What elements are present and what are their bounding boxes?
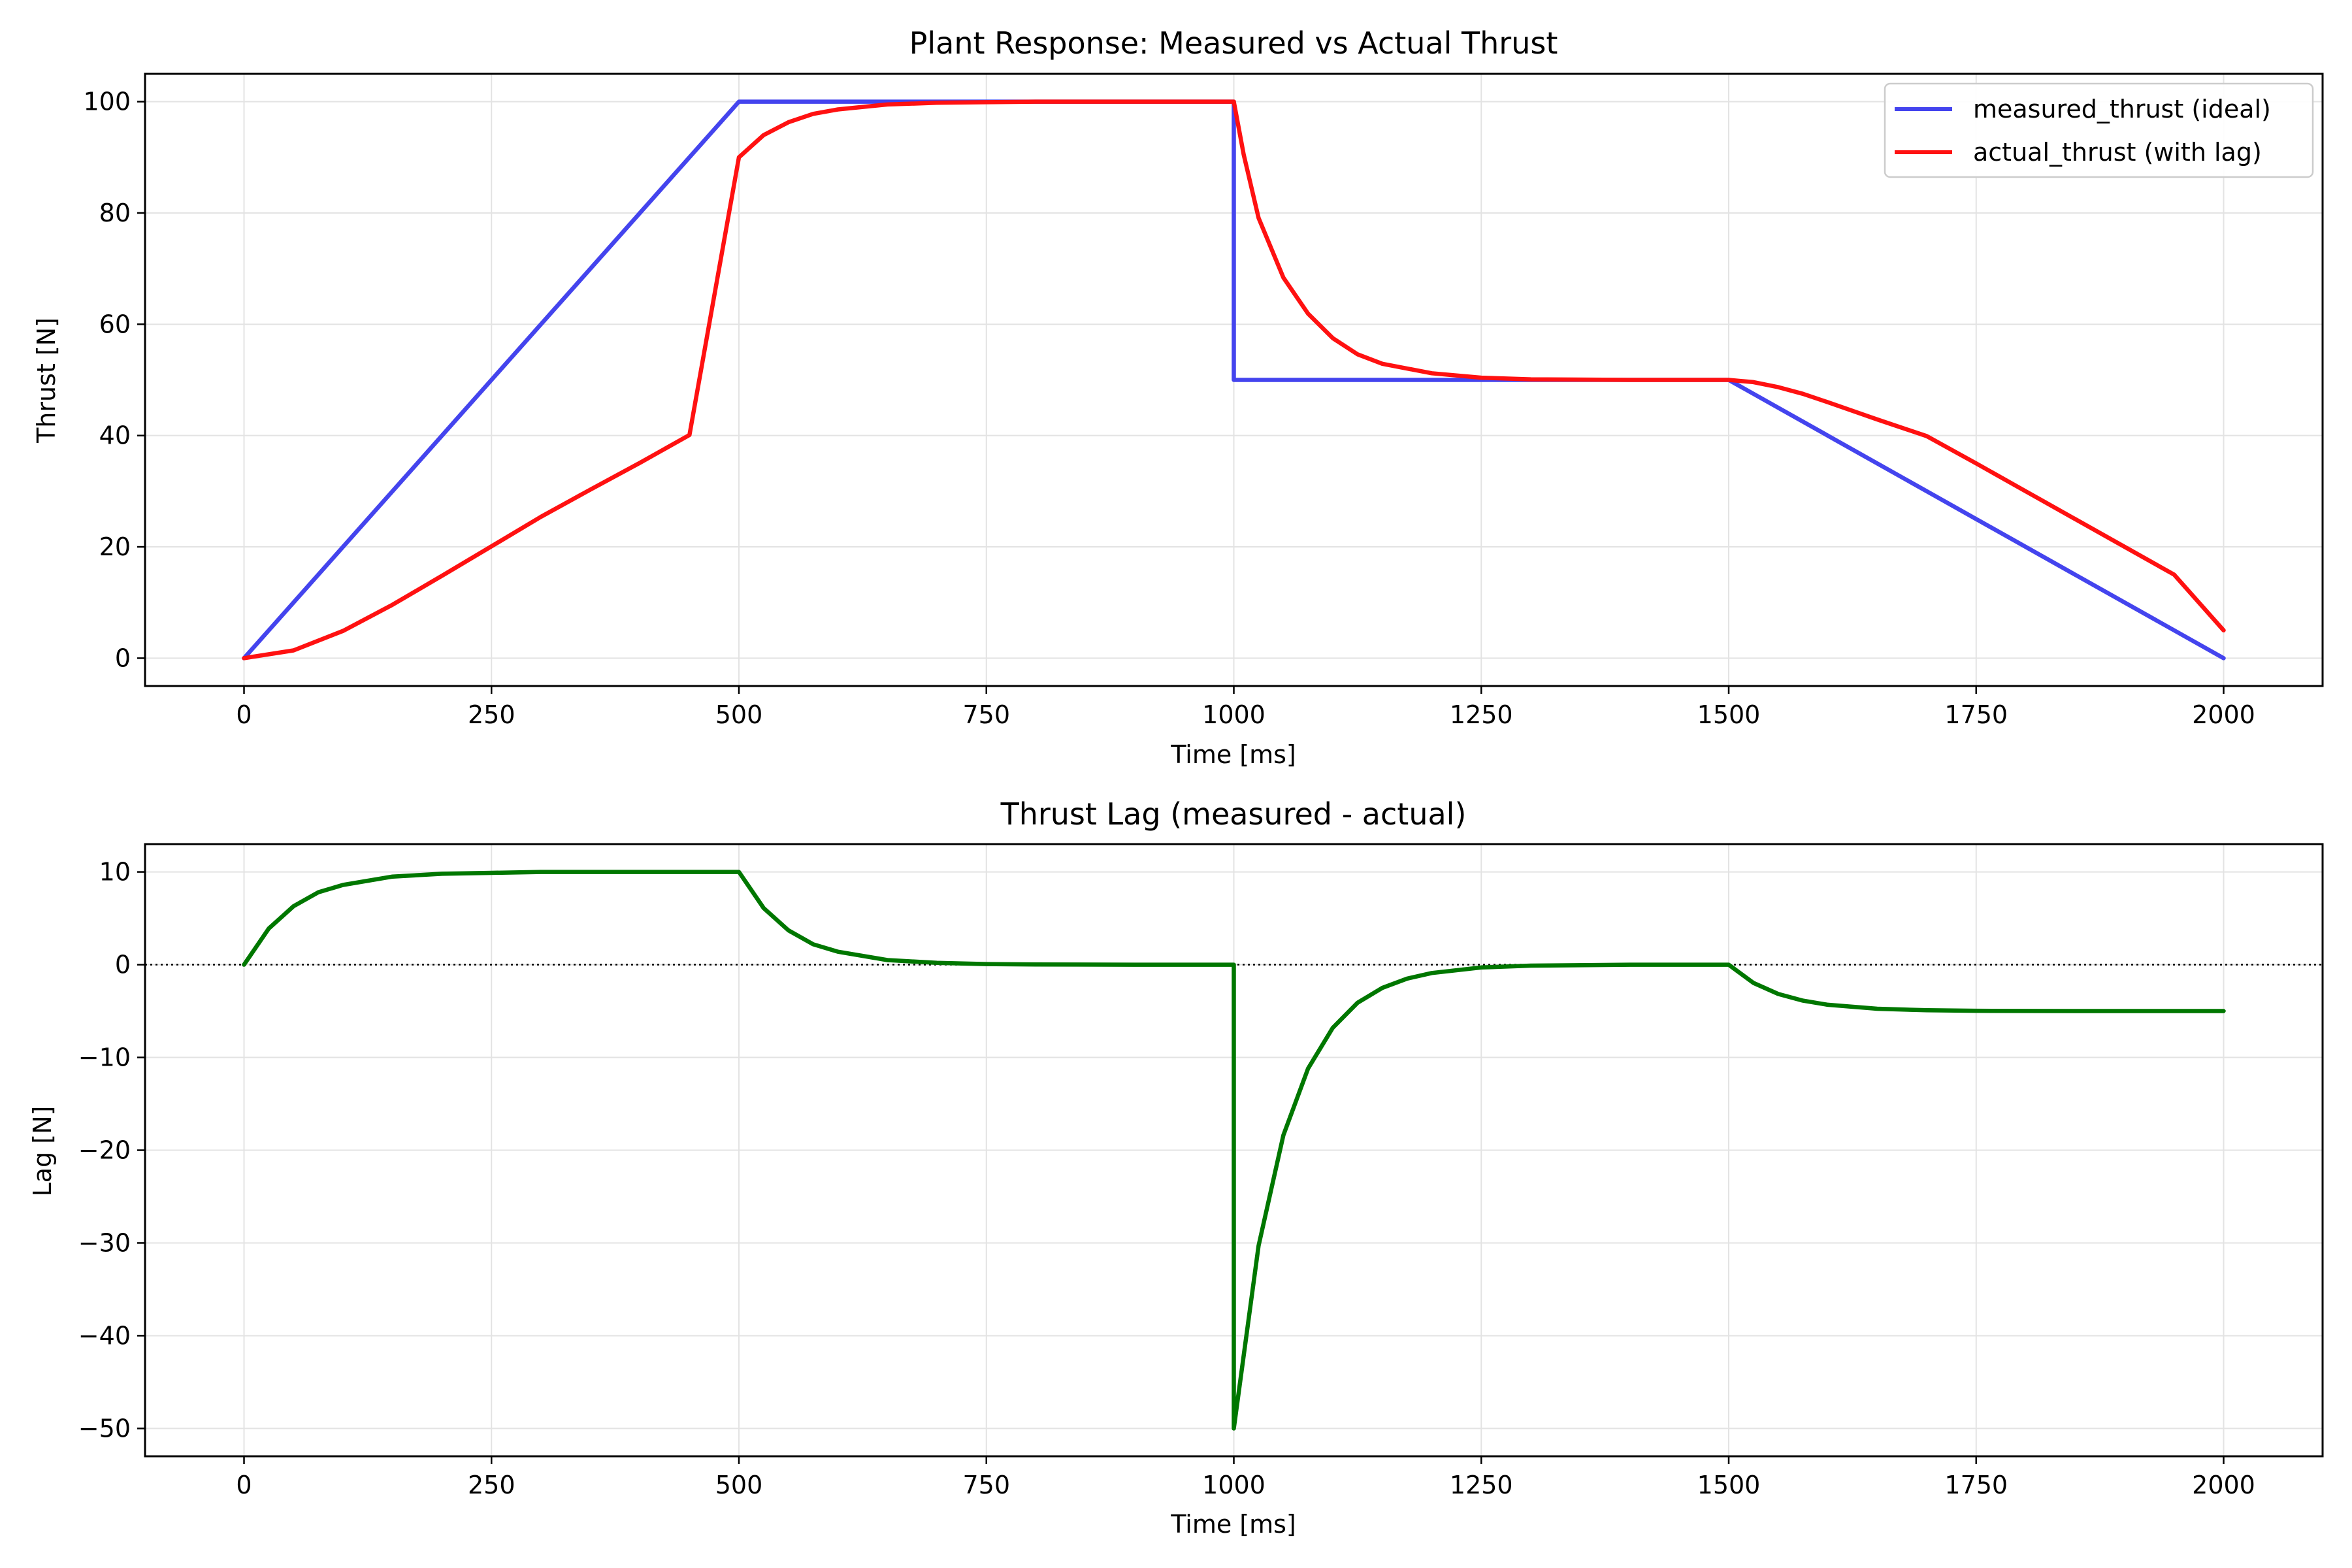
thrust-chart: Plant Response: Measured vs Actual Thrus… bbox=[32, 25, 2324, 769]
lag-y-tick-label: −40 bbox=[78, 1321, 131, 1350]
legend-label-actual: actual_thrust (with lag) bbox=[1973, 138, 2262, 167]
thrust-chart-title: Plant Response: Measured vs Actual Thrus… bbox=[909, 25, 1558, 61]
lag-y-tick-label: −50 bbox=[78, 1414, 131, 1443]
thrust-series-line-0 bbox=[242, 99, 2226, 661]
thrust-x-tick-label: 1750 bbox=[1944, 700, 2008, 729]
lag-x-tick-label: 2000 bbox=[2192, 1471, 2255, 1499]
thrust-x-tick-label: 2000 bbox=[2192, 700, 2255, 729]
thrust-y-tick-label: 20 bbox=[99, 532, 131, 561]
lag-x-tick-label: 500 bbox=[715, 1471, 763, 1499]
legend-box bbox=[1884, 82, 2314, 178]
thrust-y-tick-label: 0 bbox=[115, 644, 131, 672]
legend-label-measured: measured_thrust (ideal) bbox=[1973, 95, 2271, 123]
thrust-x-tick-label: 500 bbox=[715, 700, 763, 729]
lag-x-tick-label: 1250 bbox=[1450, 1471, 1513, 1499]
lag-chart-title: Thrust Lag (measured - actual) bbox=[1000, 796, 1467, 832]
lag-x-axis-label: Time [ms] bbox=[1170, 1510, 1296, 1539]
lag-chart: Thrust Lag (measured - actual) 0 250 500 75… bbox=[28, 796, 2324, 1539]
thrust-y-axis-label: Thrust [N] bbox=[32, 318, 61, 444]
thrust-y-tick-label: 40 bbox=[99, 421, 131, 450]
thrust-x-tick-label: 1250 bbox=[1450, 700, 1513, 729]
thrust-y-ticks: 0 20 40 60 80 100 bbox=[83, 88, 145, 672]
lag-x-tick-label: 1000 bbox=[1202, 1471, 1266, 1499]
lag-y-tick-label: −20 bbox=[78, 1136, 131, 1165]
lag-y-tick-label: 10 bbox=[99, 858, 131, 887]
lag-y-axis-label: Lag [N] bbox=[28, 1106, 57, 1197]
thrust-x-tick-label: 250 bbox=[468, 700, 515, 729]
lag-x-tick-label: 1750 bbox=[1944, 1471, 2008, 1499]
thrust-y-tick-label: 100 bbox=[83, 88, 131, 116]
thrust-x-tick-label: 0 bbox=[236, 700, 252, 729]
lag-x-ticks: 0 250 500 750 1000 1250 1500 1750 2000 bbox=[236, 1456, 2255, 1499]
lag-y-tick-label: 0 bbox=[115, 951, 131, 979]
thrust-x-axis-label: Time [ms] bbox=[1170, 740, 1296, 769]
thrust-series-line-1 bbox=[242, 99, 2226, 661]
thrust-y-tick-label: 60 bbox=[99, 310, 131, 338]
thrust-x-tick-label: 1500 bbox=[1697, 700, 1761, 729]
lag-series-layer bbox=[242, 870, 2226, 1431]
thrust-series-layer bbox=[242, 99, 2226, 661]
thrust-y-tick-label: 80 bbox=[99, 199, 131, 227]
thrust-x-tick-label: 750 bbox=[962, 700, 1010, 729]
lag-x-tick-label: 1500 bbox=[1697, 1471, 1761, 1499]
lag-y-ticks: 10 0 −10 −20 −30 −40 −50 bbox=[78, 858, 145, 1443]
thrust-x-tick-label: 1000 bbox=[1202, 700, 1266, 729]
lag-y-tick-label: −10 bbox=[78, 1043, 131, 1072]
lag-x-tick-label: 750 bbox=[962, 1471, 1010, 1499]
thrust-legend: measured_thrust (ideal) actual_thrust (w… bbox=[1884, 82, 2314, 178]
lag-y-tick-label: −30 bbox=[78, 1228, 131, 1257]
thrust-x-ticks: 0 250 500 750 1000 1250 1500 1750 2000 bbox=[236, 686, 2255, 729]
lag-x-tick-label: 250 bbox=[468, 1471, 515, 1499]
lag-series-line-0 bbox=[242, 870, 2226, 1431]
lag-x-tick-label: 0 bbox=[236, 1471, 252, 1499]
